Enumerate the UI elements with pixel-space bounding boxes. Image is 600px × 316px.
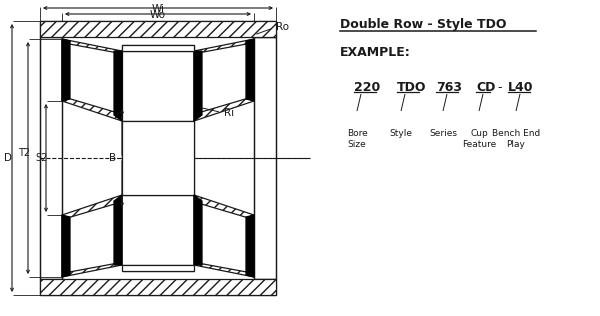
Polygon shape bbox=[64, 43, 118, 113]
Polygon shape bbox=[194, 39, 254, 121]
Text: 220: 220 bbox=[354, 81, 380, 94]
Text: T2: T2 bbox=[18, 148, 30, 158]
Text: Series: Series bbox=[429, 129, 457, 138]
Text: Wi: Wi bbox=[151, 4, 164, 14]
Polygon shape bbox=[246, 215, 254, 277]
Text: Ro: Ro bbox=[257, 22, 289, 34]
Bar bbox=[122, 121, 194, 195]
Text: Cup
Feature: Cup Feature bbox=[462, 129, 496, 149]
Polygon shape bbox=[40, 279, 276, 295]
Text: Double Row - Style TDO: Double Row - Style TDO bbox=[340, 18, 506, 31]
Polygon shape bbox=[246, 39, 254, 101]
Polygon shape bbox=[114, 195, 122, 265]
Text: B: B bbox=[109, 153, 116, 163]
Polygon shape bbox=[122, 45, 194, 51]
Text: L40: L40 bbox=[508, 81, 533, 94]
Bar bbox=[40, 37, 62, 279]
Text: Bench End
Play: Bench End Play bbox=[492, 129, 540, 149]
Polygon shape bbox=[198, 43, 252, 113]
Text: Ri: Ri bbox=[201, 108, 234, 118]
Text: CD: CD bbox=[476, 81, 496, 94]
Polygon shape bbox=[114, 51, 122, 121]
Polygon shape bbox=[62, 39, 70, 101]
Polygon shape bbox=[40, 21, 276, 37]
Text: Wo: Wo bbox=[150, 10, 166, 20]
Text: S2: S2 bbox=[36, 153, 48, 163]
Polygon shape bbox=[194, 195, 254, 277]
Polygon shape bbox=[194, 51, 202, 121]
Text: Style: Style bbox=[389, 129, 413, 138]
Text: -: - bbox=[497, 81, 502, 94]
Polygon shape bbox=[62, 195, 122, 277]
Polygon shape bbox=[62, 39, 122, 121]
Text: D: D bbox=[4, 153, 12, 163]
Polygon shape bbox=[194, 195, 202, 265]
Polygon shape bbox=[198, 203, 252, 273]
Polygon shape bbox=[64, 203, 118, 273]
Text: TDO: TDO bbox=[397, 81, 427, 94]
Text: Bore
Size: Bore Size bbox=[347, 129, 367, 149]
Bar bbox=[254, 37, 276, 279]
Text: EXAMPLE:: EXAMPLE: bbox=[340, 46, 411, 59]
Polygon shape bbox=[62, 215, 70, 277]
Polygon shape bbox=[122, 265, 194, 271]
Text: 763: 763 bbox=[436, 81, 462, 94]
